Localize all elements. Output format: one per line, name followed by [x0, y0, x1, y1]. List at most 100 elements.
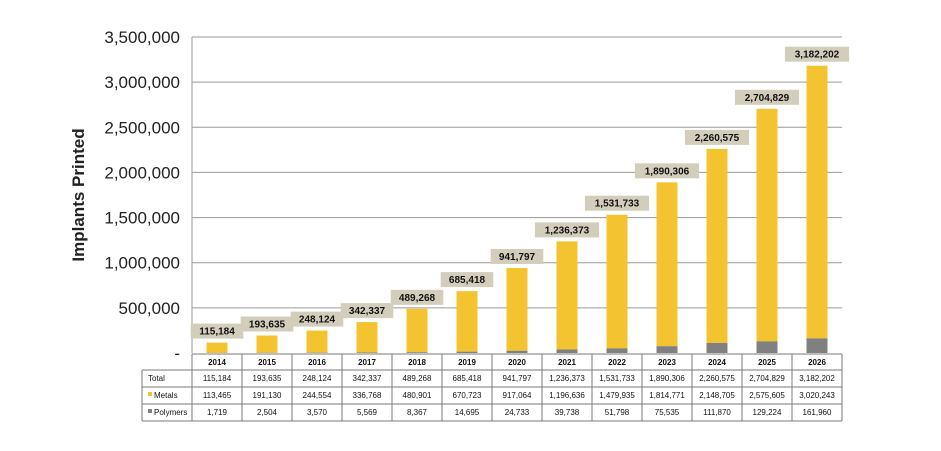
value-label: 193,635: [249, 320, 286, 331]
table-cell: 14,695: [455, 408, 480, 417]
table-cell: 489,268: [403, 374, 432, 383]
value-label-box: [684, 129, 750, 145]
polymers-bar: [356, 352, 378, 353]
polymers-bar: [406, 352, 428, 353]
table-cell: 1,196,636: [549, 391, 585, 400]
table-year-header: 2020: [508, 358, 526, 367]
table-cell: 2,260,575: [699, 374, 735, 383]
table-cell: 161,960: [803, 408, 832, 417]
table-year-header: 2026: [808, 358, 826, 367]
table-cell: 129,224: [753, 408, 782, 417]
value-label-box: [490, 248, 544, 264]
value-label-box: [584, 195, 650, 211]
table-cell: 51,798: [605, 408, 630, 417]
table-cell: 191,130: [253, 391, 282, 400]
value-label: 3,182,202: [795, 50, 840, 61]
table-cell: 111,870: [703, 408, 731, 417]
table-cell: 2,704,829: [749, 374, 785, 383]
table-cell: 113,465: [203, 391, 232, 400]
table-cell: 244,554: [303, 391, 332, 400]
value-label-box: [440, 272, 494, 288]
table-cell: 2,504: [257, 408, 278, 417]
polymers-bar: [656, 346, 678, 353]
value-label: 1,890,306: [645, 166, 690, 177]
polymers-bar: [706, 342, 728, 353]
table-cell: 480,901: [403, 391, 432, 400]
metals-bar: [406, 308, 428, 353]
value-label-box: [290, 311, 344, 327]
table-cell: 3,182,202: [799, 374, 835, 383]
y-tick-label: 1,500,000: [104, 209, 180, 228]
value-label: 941,797: [499, 252, 536, 263]
metals-bar: [306, 330, 328, 353]
table-cell: 1,719: [207, 408, 228, 417]
metals-bar: [556, 241, 578, 350]
value-label: 115,184: [199, 327, 235, 338]
table-cell: 8,367: [407, 408, 428, 417]
table-cell: 2,148,705: [699, 391, 735, 400]
table-cell: 115,184: [203, 374, 232, 383]
table-row-label: Polymers: [154, 408, 187, 417]
value-label: 685,418: [449, 275, 486, 286]
value-label-box: [340, 303, 394, 319]
y-tick-label: 2,500,000: [104, 118, 180, 137]
y-tick-label: 3,000,000: [104, 73, 180, 92]
polymers-bar: [506, 350, 528, 353]
value-label: 489,268: [399, 293, 436, 304]
value-label: 342,337: [349, 306, 386, 317]
y-tick-label: 2,000,000: [104, 163, 180, 182]
y-axis-ticks: - 500,000 1,000,000 1,500,000 2,000,000 2,500…: [104, 28, 180, 363]
table-cell: 248,124: [303, 374, 332, 383]
polymers-bar: [556, 349, 578, 353]
polymers-bar: [756, 341, 778, 353]
table-cell: 917,064: [503, 391, 532, 400]
table-year-header: 2024: [708, 358, 726, 367]
table-cell: 1,890,306: [649, 374, 685, 383]
table-year-header: 2022: [608, 358, 626, 367]
table-cell: 3,570: [307, 408, 328, 417]
value-label: 248,124: [299, 315, 336, 326]
polymers-bar: [806, 338, 828, 353]
table-cell: 941,797: [503, 374, 532, 383]
table-row-label: Metals: [154, 391, 178, 400]
table-cell: 670,723: [453, 391, 482, 400]
y-tick-label: -: [174, 344, 180, 363]
value-label-box: [634, 163, 700, 179]
table-cell: 342,337: [353, 374, 382, 383]
value-label: 2,704,829: [745, 93, 790, 104]
metals-bar: [356, 322, 378, 353]
table-year-header: 2018: [408, 358, 426, 367]
data-table: 2014 2015 2016 2017 2018 2019 2020 2021 2022 2023…: [141, 353, 843, 422]
legend-swatch: [148, 392, 152, 396]
gridlines: [191, 36, 842, 353]
table-year-header: 2025: [758, 358, 776, 367]
table-cell: 336,768: [353, 391, 382, 400]
y-tick-label: 1,000,000: [104, 254, 180, 273]
table-row-label: Total: [148, 374, 165, 383]
table-cell: 685,418: [453, 374, 482, 383]
value-label-box: [240, 316, 294, 332]
table-year-header: 2021: [558, 358, 576, 367]
value-label: 1,531,733: [595, 199, 640, 210]
table-cell: 2,575,605: [749, 391, 785, 400]
table-cell: 1,236,373: [549, 374, 585, 383]
table-cell: 39,738: [555, 408, 580, 417]
bars: [206, 65, 828, 353]
metals-bar: [456, 291, 478, 352]
metals-bar: [256, 335, 278, 353]
metals-bar: [206, 342, 228, 353]
table-cell: 3,020,243: [799, 391, 835, 400]
table-year-header: 2014: [208, 358, 226, 367]
value-label-box: [734, 89, 800, 105]
table-cell: 5,569: [357, 408, 378, 417]
metals-bar: [756, 108, 778, 342]
metals-bar: [706, 148, 728, 343]
table-cell: 1,531,733: [599, 374, 635, 383]
metals-bar: [806, 65, 828, 339]
table-year-header: 2023: [658, 358, 676, 367]
table-year-header: 2019: [458, 358, 476, 367]
table-cell: 193,635: [253, 374, 282, 383]
table-cell: 1,814,771: [649, 391, 685, 400]
value-labels: 115,184 193,635 248,124 342,337 489,268 685,4…: [190, 46, 850, 339]
